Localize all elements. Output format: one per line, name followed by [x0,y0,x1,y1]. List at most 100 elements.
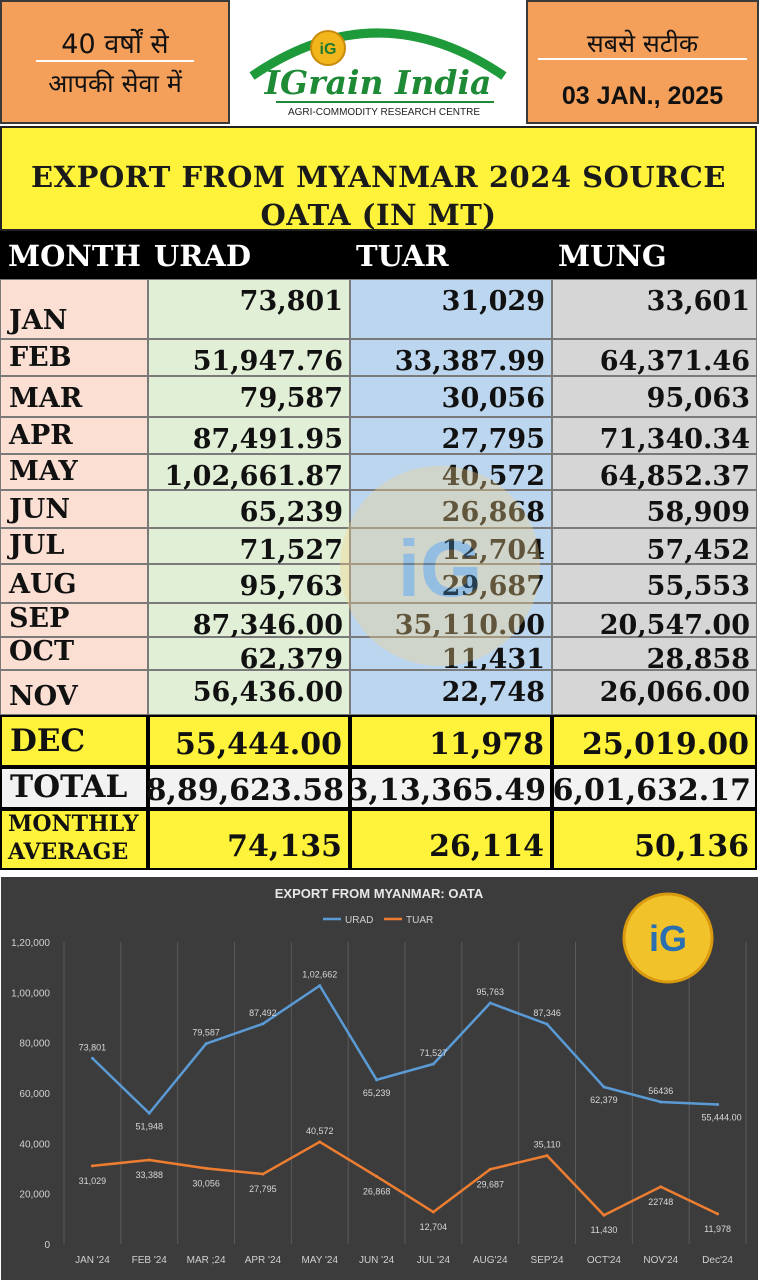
tuar-value: 11,431 [441,644,545,675]
average-label-line2: AVERAGE [8,839,129,865]
table-row: APR 87,491.95 27,795 71,340.34 [0,417,757,455]
data-label: 87,492 [249,1008,277,1018]
data-point [204,1042,208,1046]
brand-logo-graphic: iG IGrain India AGRI-COMMODITY RESEARCH … [249,28,507,118]
data-label: 79,587 [192,1028,220,1038]
tuar-value: 30,056 [441,383,545,414]
month-label: JUN [9,494,71,525]
data-point [318,984,322,988]
mung-value: 26,066.00 [599,677,750,708]
data-label: 35,110 [534,1140,561,1150]
logo-mark: iG [320,41,337,58]
x-tick-label: JUN '24 [359,1255,395,1266]
x-tick-label: JAN '24 [75,1255,110,1266]
total-mung-cell: 6,01,632.17 [552,767,757,809]
mung-value: 55,553 [646,571,750,602]
logo-badge-icon [310,30,346,66]
x-tick-label: AUG'24 [473,1255,508,1266]
table-row: MAR 79,587 30,056 95,063 [0,376,757,417]
legend-label: TUAR [406,915,433,926]
urad-value: 79,587 [239,383,343,414]
month-label: JAN [9,305,68,336]
line-chart: EXPORT FROM MYANMAR: OATA URAD TUAR 0 20,0… [1,877,758,1280]
table-header-row: MONTH URAD TUAR MUNG [0,231,757,279]
month-cell: APR [0,417,148,454]
data-label: 11,978 [704,1224,731,1234]
mung-cell: 58,909 [552,490,757,528]
urad-value: 73,801 [239,286,343,317]
mung-cell: 25,019.00 [552,715,757,767]
y-tick-label: 20,000 [19,1190,50,1201]
urad-cell: 95,763 [148,564,350,603]
x-tick-label: MAY '24 [301,1255,338,1266]
table-title-box: EXPORT FROM MYANMAR 2024 SOURCE OATA (IN… [0,126,757,232]
data-label: 65,239 [363,1088,391,1098]
x-tick-label: APR '24 [245,1255,282,1266]
data-label: 12,704 [420,1222,448,1232]
average-urad-value: 74,135 [227,829,342,864]
month-cell: DEC [0,715,148,767]
mung-value: 71,340.34 [599,424,750,455]
data-label: 55,444.00 [702,1112,742,1122]
column-header-mung: MUNG [558,239,667,273]
data-point [659,1185,663,1189]
month-label: SEP [9,603,70,634]
month-label: JUL [9,530,65,561]
report-date: 03 JAN., 2025 [561,82,724,110]
brand-subtitle: AGRI-COMMODITY RESEARCH CENTRE [288,107,480,118]
month-cell: FEB [0,339,148,376]
mung-cell: 28,858 [552,637,757,675]
data-point [716,1102,720,1106]
month-label: DEC [10,723,86,759]
chart-canvas: EXPORT FROM MYANMAR: OATA URAD TUAR 0 20,0… [11,886,747,1266]
urad-value: 95,763 [239,571,343,602]
tuar-value: 40,572 [441,461,545,492]
urad-value: 1,02,661.87 [164,461,344,492]
mung-value: 20,547.00 [599,610,750,641]
data-label: 71,527 [420,1048,448,1058]
urad-value: 51,947.76 [192,346,343,377]
average-label-cell: MONTHLY AVERAGE [0,809,148,870]
tuar-cell: 22,748 [350,670,552,715]
chart-watermark-logo-icon: iG [622,892,714,984]
mung-value: 64,371.46 [599,346,750,377]
tuar-cell: 30,056 [350,376,552,417]
month-cell: SEP [0,603,148,637]
table-row: OCT 62,379 11,431 28,858 [0,636,757,675]
data-point [261,1022,265,1026]
total-mung-value: 6,01,632.17 [552,773,751,808]
column-header-tuar: TUAR [356,239,449,273]
urad-value: 56,436.00 [192,677,343,708]
urad-cell: 55,444.00 [148,715,350,767]
month-label: APR [9,420,73,451]
urad-cell: 73,801 [148,279,350,339]
month-label: OCT [9,636,75,667]
total-tuar-cell: 3,13,365.49 [348,767,552,809]
table-title-line2: OATA (IN MT) [260,198,497,232]
urad-value: 71,527 [239,535,343,566]
month-cell: OCT [0,636,148,670]
data-label: 40,572 [306,1126,334,1136]
brand-logo: iG IGrain India AGRI-COMMODITY RESEARCH … [232,0,524,124]
data-label: 26,868 [363,1186,391,1196]
data-label: 56436 [648,1086,673,1096]
column-header-month: MONTH [8,239,141,273]
data-point [431,1210,435,1214]
average-mung-cell: 50,136 [552,809,757,870]
data-label: 1,02,662 [302,970,337,980]
total-row: TOTAL 8,89,623.58 3,13,365.49 6,01,632.17 [0,767,757,809]
data-label: 11,430 [590,1225,617,1235]
chart-gridlines [63,942,747,1244]
tuar-cell: 31,029 [350,279,552,339]
chart-title: EXPORT FROM MYANMAR: OATA [275,886,484,901]
brand-name: IGrain India [264,63,492,102]
urad-cell: 56,436.00 [148,670,350,715]
table-row: FEB 51,947.76 33,387.99 64,371.46 [0,339,757,377]
data-label: 62,379 [590,1095,618,1105]
month-label: NOV [9,681,78,712]
chart-series: 73,801 51,948 79,587 87,492 1,02,662 65,239 71… [79,970,742,1236]
mung-cell: 64,371.46 [552,339,757,377]
urad-cell: 62,379 [148,637,350,675]
urad-cell: 65,239 [148,490,350,528]
average-row: MONTHLY AVERAGE 74,135 26,114 50,136 [0,809,757,870]
